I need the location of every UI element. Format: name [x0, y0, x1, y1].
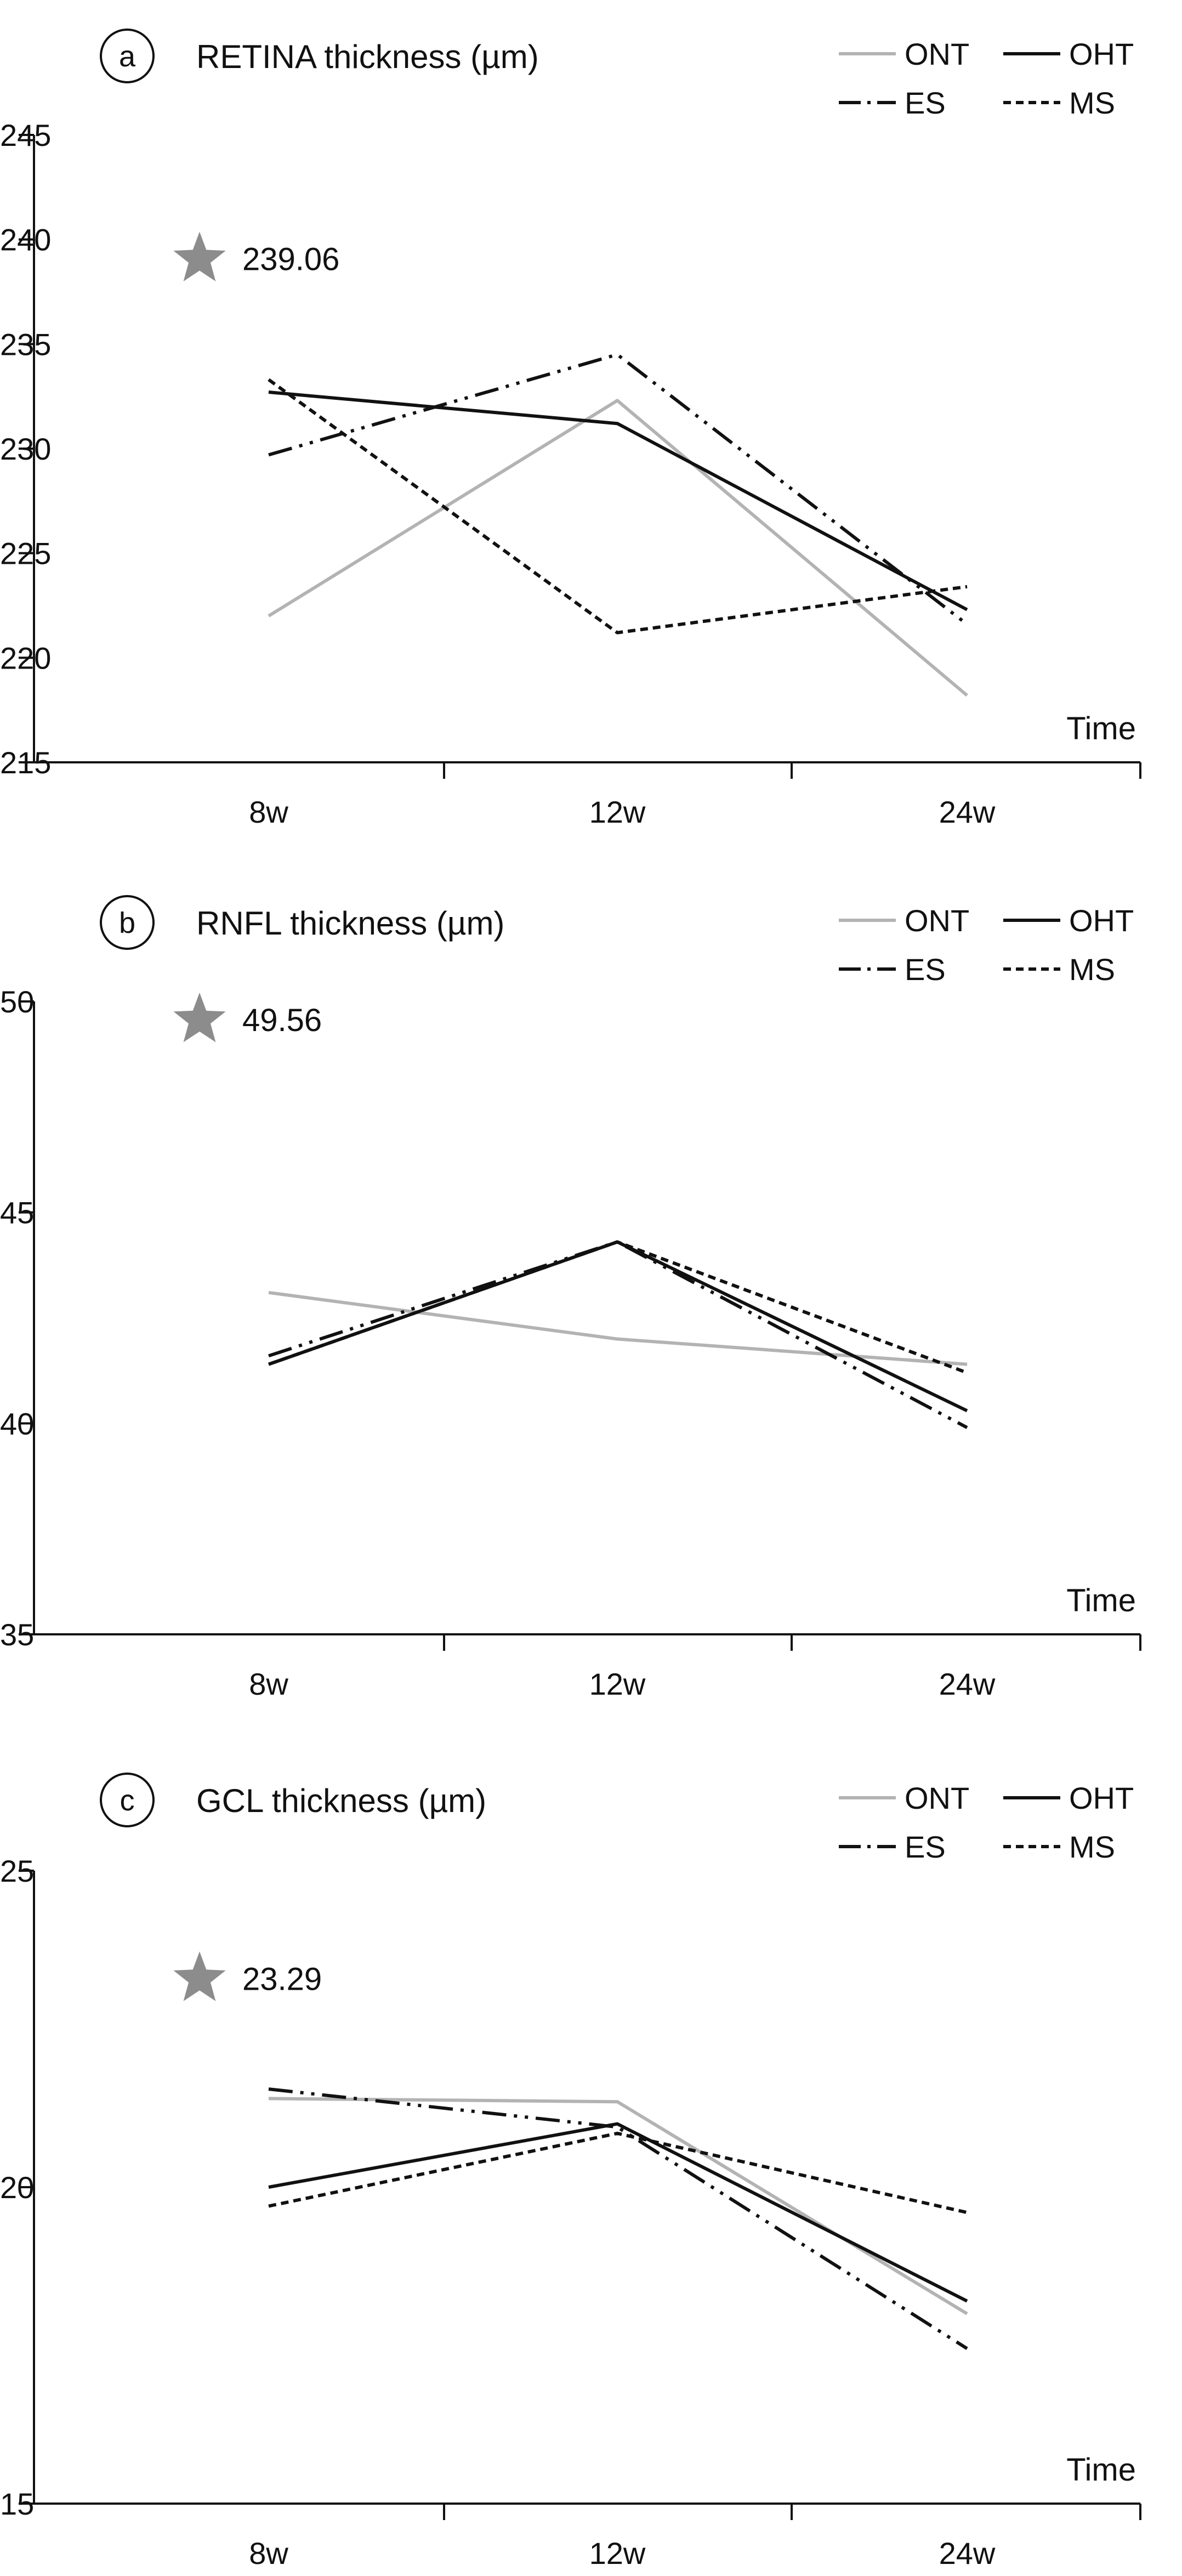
series-line-oht [268, 1240, 968, 1413]
legend-label-es: ES [905, 86, 946, 120]
legend-label-es: ES [905, 952, 946, 987]
series-line-es [268, 353, 968, 626]
star-value: 49.56 [242, 1003, 322, 1038]
legend-label-ont: ONT [905, 1781, 969, 1815]
y-tick-label: 245 [0, 118, 51, 152]
y-tick-label: 225 [0, 536, 51, 571]
x-tick-label: 12w [589, 795, 646, 829]
x-tick-label: 24w [939, 1667, 996, 1701]
legend-label-oht: OHT [1069, 1781, 1134, 1815]
y-tick-label: 45 [0, 1196, 34, 1230]
legend-label-es: ES [905, 1830, 946, 1864]
panel-letter: c [120, 1784, 135, 1817]
panel-badge-circle [100, 1773, 155, 1827]
star-icon [173, 231, 226, 281]
series-line-ont [268, 2097, 968, 2315]
panel-letter: a [119, 40, 136, 73]
legend-label-oht: OHT [1069, 903, 1134, 938]
series-line-ms [268, 378, 968, 635]
star-icon [173, 1951, 226, 2001]
x-axis-label: Time [1066, 1583, 1136, 1618]
y-tick-label: 20 [0, 2170, 34, 2205]
x-tick-label: 24w [939, 795, 996, 829]
panel-a: a RETINA thickness (µm) ONT OHT ES MS 215 220 22… [0, 29, 1141, 829]
panel-badge-circle [100, 895, 155, 950]
panel-letter: b [119, 907, 135, 939]
y-tick-label: 235 [0, 327, 51, 361]
x-tick-label: 24w [939, 2536, 996, 2571]
y-tick-label: 25 [0, 1854, 34, 1888]
series-line-ms [268, 2131, 968, 2215]
chart-title: GCL thickness (µm) [196, 1782, 486, 1819]
series-line-es [268, 2087, 968, 2350]
panel-badge-circle [100, 29, 155, 83]
x-tick-label: 8w [249, 1667, 288, 1701]
y-tick-label: 50 [0, 984, 34, 1019]
star-value: 239.06 [242, 242, 339, 278]
chart-title: RETINA thickness (µm) [196, 38, 539, 75]
x-tick-label: 12w [589, 2536, 646, 2571]
y-tick-label: 220 [0, 641, 51, 675]
series-line-oht [268, 390, 968, 612]
legend-label-ms: MS [1069, 86, 1115, 120]
panel-c: c GCL thickness (µm) ONT OHT ES MS 15 20 25 8w 12w… [0, 1773, 1141, 2571]
y-tick-label: 215 [0, 745, 51, 780]
chart-title: RNFL thickness (µm) [196, 905, 504, 942]
y-tick-label: 240 [0, 223, 51, 257]
y-tick-label: 35 [0, 1617, 34, 1652]
series-line-oht [268, 2122, 968, 2303]
x-tick-label: 12w [589, 1667, 646, 1701]
legend-label-ont: ONT [905, 37, 969, 71]
series-line-ont [268, 399, 968, 697]
y-tick-label: 15 [0, 2487, 34, 2521]
legend-label-ms: MS [1069, 1830, 1115, 1864]
star-icon [173, 992, 226, 1043]
legend-label-ms: MS [1069, 952, 1115, 987]
y-tick-label: 40 [0, 1406, 34, 1441]
x-tick-label: 8w [249, 2536, 288, 2571]
series-line-ms [268, 1240, 968, 1374]
star-value: 23.29 [242, 1961, 322, 1997]
x-tick-label: 8w [249, 795, 288, 829]
y-tick-label: 230 [0, 432, 51, 466]
x-axis-label: Time [1066, 711, 1136, 746]
legend-label-ont: ONT [905, 903, 969, 938]
legend-label-oht: OHT [1069, 37, 1134, 71]
x-axis-label: Time [1066, 2452, 1136, 2488]
panel-b: b RNFL thickness (µm) ONT OHT ES MS 35 40 45 50 8w… [0, 895, 1141, 1701]
